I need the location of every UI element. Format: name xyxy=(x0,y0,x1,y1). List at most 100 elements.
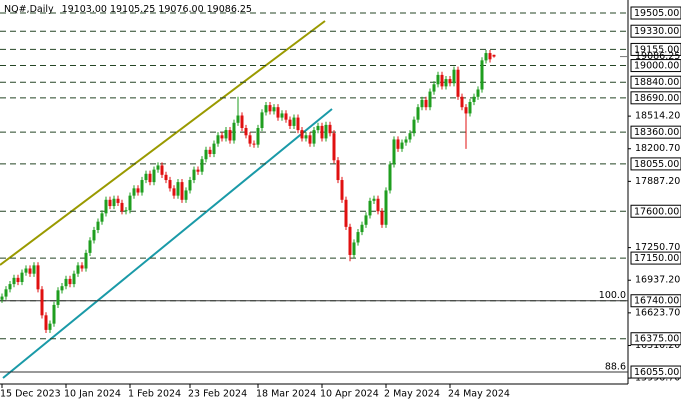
candle-body xyxy=(112,198,116,207)
candle-body xyxy=(120,202,124,212)
candle-body xyxy=(276,107,280,118)
candle-body xyxy=(404,139,408,143)
candle-body xyxy=(76,265,80,274)
level-label-box xyxy=(630,294,681,308)
x-tick-label: 10 Jan 2024 xyxy=(64,389,121,400)
candle-body xyxy=(100,213,104,222)
candle-body xyxy=(448,79,452,84)
level-label-box xyxy=(630,157,681,171)
candle-body xyxy=(248,135,252,144)
candle-body xyxy=(396,139,400,149)
level-label-box xyxy=(630,24,681,38)
candle-body xyxy=(324,124,328,139)
candle-body xyxy=(356,232,360,243)
candle-body xyxy=(464,107,468,114)
candle-body xyxy=(440,74,444,87)
candle-body xyxy=(388,164,392,191)
candle-body xyxy=(408,133,412,140)
level-label: 16055.00 xyxy=(634,367,679,378)
candle-body xyxy=(196,169,200,172)
candle-body xyxy=(88,240,92,253)
candle-body xyxy=(348,226,352,255)
candle-body xyxy=(204,149,208,160)
candle-body xyxy=(488,53,492,60)
candle-body xyxy=(256,128,260,145)
candle-body xyxy=(68,278,72,285)
candle-body xyxy=(352,242,356,255)
level-label-box xyxy=(630,125,681,139)
candle-body xyxy=(212,143,216,155)
candle-body xyxy=(20,272,24,283)
candle-body xyxy=(476,89,480,97)
y-tick-label: 16310.20 xyxy=(635,340,680,351)
level-label: 18690.00 xyxy=(634,93,679,104)
candle-body xyxy=(172,188,176,196)
candle-body xyxy=(480,60,484,90)
level-label: 18055.00 xyxy=(634,159,679,170)
level-label: 16740.00 xyxy=(634,296,679,307)
candle-body xyxy=(280,113,284,118)
candle-body xyxy=(468,101,472,114)
candle-body xyxy=(60,286,64,291)
candle-body xyxy=(184,190,188,200)
candle-body xyxy=(72,273,76,285)
candle-body xyxy=(340,180,344,200)
level-label: 19000.00 xyxy=(634,61,679,72)
y-tick-label: 18514.20 xyxy=(635,111,680,122)
level-label: 16375.00 xyxy=(634,334,679,345)
candle-body xyxy=(360,224,364,233)
last-price-label: 19086.25 xyxy=(635,51,680,62)
candle-body xyxy=(296,117,300,131)
level-label-box xyxy=(630,59,681,73)
candle-body xyxy=(432,84,436,92)
candle-body xyxy=(284,113,288,120)
trend-line xyxy=(0,20,326,266)
level-label-box xyxy=(630,91,681,105)
candle-body xyxy=(144,173,148,181)
candle-body xyxy=(152,169,156,183)
candle-body xyxy=(156,165,160,170)
candle-body xyxy=(452,69,456,84)
chart-title: NQ#,Daily xyxy=(4,4,54,15)
candle-body xyxy=(472,96,476,102)
y-tick-label: 16623.70 xyxy=(635,307,680,318)
y-tick-label: 17250.70 xyxy=(635,242,680,253)
candle-body xyxy=(292,117,296,126)
candle-body xyxy=(260,112,264,128)
candle-body xyxy=(304,135,308,139)
candle-body xyxy=(288,119,292,126)
level-label: 19155.00 xyxy=(634,44,679,55)
candle-body xyxy=(428,91,432,108)
candle-body xyxy=(308,135,312,144)
level-label: 18360.00 xyxy=(634,127,679,138)
candle-body xyxy=(56,290,60,305)
candle-body xyxy=(128,195,132,211)
candle-body xyxy=(12,277,16,285)
header-high: 19105.25 xyxy=(110,4,155,15)
x-tick-label: 24 May 2024 xyxy=(448,389,510,400)
candle-body xyxy=(48,323,52,330)
candle-body xyxy=(492,54,496,57)
candle-body xyxy=(436,74,440,85)
x-tick-label: 10 Apr 2024 xyxy=(320,389,379,400)
candle-body xyxy=(0,296,4,300)
candle-body xyxy=(372,198,376,201)
x-tick-label: 18 Mar 2024 xyxy=(256,389,316,400)
candle-body xyxy=(368,200,372,216)
candle-body xyxy=(236,115,240,123)
x-tick-label: 1 Feb 2024 xyxy=(128,389,181,400)
level-label-box xyxy=(630,204,681,218)
candle-body xyxy=(460,96,464,108)
candle-body xyxy=(316,125,320,131)
candle-body xyxy=(252,143,256,145)
candle-body xyxy=(336,160,340,181)
candle-body xyxy=(364,215,368,225)
candle-body xyxy=(392,139,396,165)
candle-body xyxy=(244,128,248,136)
candle-body xyxy=(164,174,168,181)
candle-body xyxy=(344,199,348,227)
candle-body xyxy=(32,265,36,274)
level-label-box xyxy=(630,6,681,20)
